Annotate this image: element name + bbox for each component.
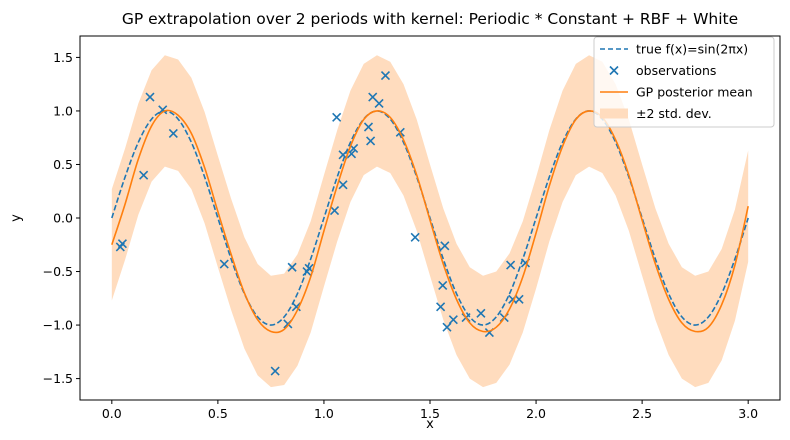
observation-point: [448, 315, 458, 325]
observation-point: [139, 170, 149, 180]
observation-point: [117, 239, 127, 249]
observation-point: [436, 302, 446, 312]
observation-point: [145, 92, 155, 102]
observation-point: [438, 280, 448, 291]
x-tick-label: 0.5: [208, 406, 228, 421]
observation-point: [442, 322, 452, 332]
legend-label-posterior-mean: GP posterior mean: [636, 85, 753, 100]
y-tick-label: −1.0: [43, 318, 73, 333]
x-axis: 0.0 0.5 1.0 1.5 2.0 2.5 3.0: [102, 400, 758, 421]
x-tick-label: 1.5: [420, 406, 440, 421]
y-tick-label: 1.5: [53, 50, 73, 65]
y-tick-label: 0.5: [53, 157, 73, 172]
observation-point: [380, 71, 391, 81]
y-tick-label: 0.0: [53, 211, 73, 226]
y-tick-label: 1.0: [53, 103, 73, 118]
observations: [115, 71, 531, 376]
observation-point: [363, 122, 374, 132]
x-axis-label: x: [426, 417, 434, 432]
observation-point: [332, 112, 342, 122]
observation-point: [366, 136, 376, 146]
observation-point: [158, 105, 168, 115]
legend-label-observations: observations: [636, 63, 716, 78]
observation-point: [506, 260, 516, 270]
observation-point: [219, 259, 229, 269]
observation-point: [476, 308, 486, 318]
chart-title: GP extrapolation over 2 periods with ker…: [122, 10, 738, 28]
observation-point: [338, 180, 348, 190]
legend-marker: [609, 65, 619, 76]
x-tick-label: 2.5: [632, 406, 652, 421]
observation-point: [270, 366, 280, 376]
observation-point: [440, 241, 450, 251]
observation-point: [287, 262, 297, 272]
observation-point: [168, 128, 178, 138]
plot-area: [111, 55, 749, 388]
y-axis: −1.5 −1.0 −0.5 0.0 0.5 1.0 1.5: [43, 50, 80, 386]
legend-label-band: ±2 std. dev.: [636, 106, 712, 121]
observation-point: [291, 302, 301, 312]
legend-swatch-observations: [609, 65, 619, 76]
observation-point: [329, 205, 340, 216]
x-tick-label: 2.0: [526, 406, 546, 421]
observation-point: [374, 98, 384, 109]
y-tick-label: −0.5: [43, 264, 73, 279]
y-tick-label: −1.5: [43, 371, 73, 386]
x-tick-label: 3.0: [738, 406, 758, 421]
legend-box: [593, 36, 775, 128]
legend-swatch-band: [600, 108, 628, 119]
legend: true f(x)=sin(2πx) observations GP poste…: [593, 36, 775, 128]
posterior-mean-line: [111, 109, 749, 334]
x-tick-label: 0.0: [102, 406, 122, 421]
legend-label-true-function: true f(x)=sin(2πx): [636, 42, 748, 57]
x-tick-label: 1.0: [314, 406, 334, 421]
y-axis-label: y: [9, 214, 24, 222]
observation-point: [514, 294, 524, 304]
observation-point: [410, 232, 420, 242]
